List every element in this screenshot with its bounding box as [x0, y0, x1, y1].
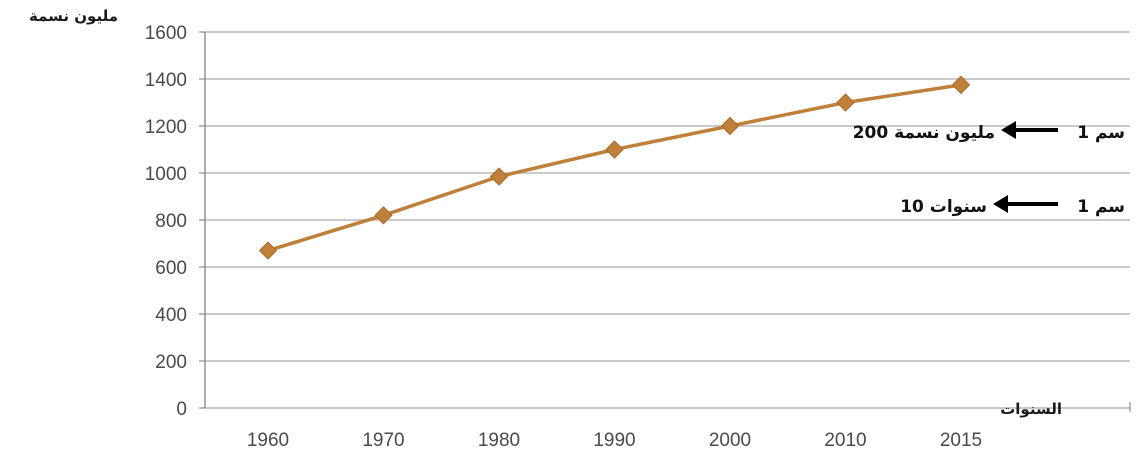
series-polyline — [267, 83, 962, 253]
data-point — [836, 93, 855, 112]
data-point — [720, 116, 740, 136]
data-point — [258, 241, 278, 260]
x-tick-label: 2000 — [709, 430, 751, 451]
y-tick-label: 0 — [176, 399, 187, 420]
scale-note-value: 200 مليون نسمة — [853, 123, 995, 143]
data-point — [951, 75, 971, 95]
x-tick-label: 2010 — [824, 430, 866, 451]
gridlines — [205, 31, 1130, 409]
scale-note-value: 10 سنوات — [900, 197, 987, 217]
y-axis: 0 200 400 600 800 1000 1200 1400 1600 — [145, 23, 206, 420]
scale-note-unit: 1 سم — [1077, 123, 1125, 143]
scale-note-unit: 1 سم — [1077, 197, 1125, 217]
arrow-left-icon — [993, 195, 1058, 213]
y-tick-label: 1400 — [145, 70, 187, 91]
y-tick-label: 1600 — [145, 23, 187, 44]
y-tick-label: 800 — [155, 211, 187, 232]
y-tick-label: 1200 — [145, 117, 187, 138]
y-axis-title: مليون نسمة — [29, 7, 118, 25]
y-tick-label: 600 — [155, 258, 187, 279]
x-tick-label: 1990 — [593, 430, 635, 451]
scale-note-population: 1 سم 200 مليون نسمة — [853, 121, 1125, 143]
series-line — [258, 75, 971, 260]
y-tick-label: 1000 — [145, 164, 187, 185]
x-axis-title: السنوات — [1000, 400, 1062, 418]
y-tick-label: 400 — [155, 305, 187, 326]
x-tick-label: 1980 — [478, 430, 520, 451]
data-point — [489, 167, 509, 186]
arrow-left-icon — [1001, 121, 1058, 139]
y-tick-label: 200 — [155, 352, 187, 373]
x-axis: 1960 1970 1980 1990 2000 2010 2015 — [247, 402, 1131, 451]
scale-note-years: 1 سم 10 سنوات — [900, 195, 1125, 217]
x-tick-label: 1970 — [362, 430, 404, 451]
x-tick-label: 2015 — [940, 430, 982, 451]
data-point — [374, 206, 393, 225]
x-tick-label: 1960 — [247, 430, 289, 451]
data-point — [605, 140, 624, 159]
